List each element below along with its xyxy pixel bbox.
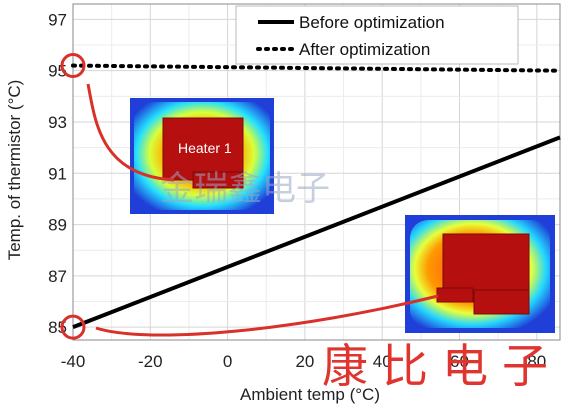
y-tick-label: 97 (48, 10, 67, 29)
x-tick-label: 0 (223, 352, 232, 371)
x-axis-label: Ambient temp (°C) (240, 385, 380, 404)
x-tick-labels: -40 -20 0 20 40 60 80 (61, 352, 547, 371)
x-tick-label: 60 (450, 352, 469, 371)
plot-area (72, 3, 561, 341)
y-tick-label: 87 (48, 267, 67, 286)
series-line-before-optimization (72, 135, 561, 330)
y-tick-label: 91 (48, 164, 67, 183)
legend-label-after: After optimization (299, 40, 430, 59)
highlight-circle-after (60, 53, 86, 79)
x-tick-label: 20 (295, 352, 314, 371)
thermal-inset-heater-1: Heater 1 (130, 98, 274, 214)
legend-label-before: Before optimization (299, 13, 445, 32)
x-tick-label: -20 (138, 352, 163, 371)
y-axis-label: Temp. of thermistor (°C) (5, 80, 24, 261)
leader-curve-before (95, 294, 439, 337)
leader-curve-after (86, 83, 175, 182)
series-line-after-optimization (71, 63, 562, 73)
watermark: 康比电子 (322, 339, 562, 393)
x-tick-label: -40 (61, 352, 86, 371)
y-tick-label: 93 (48, 113, 67, 132)
inset-label-heater-1: Heater 1 (178, 140, 232, 156)
y-tick-label: 89 (48, 216, 67, 235)
x-tick-label: 40 (373, 352, 392, 371)
highlight-circle-before (60, 314, 86, 340)
watermark-faint: 金瑞鑫电子 (160, 169, 330, 209)
thermal-inset-heater-2 (405, 215, 555, 333)
x-tick-label: 80 (527, 352, 546, 371)
legend: Before optimization After optimization (235, 5, 519, 65)
